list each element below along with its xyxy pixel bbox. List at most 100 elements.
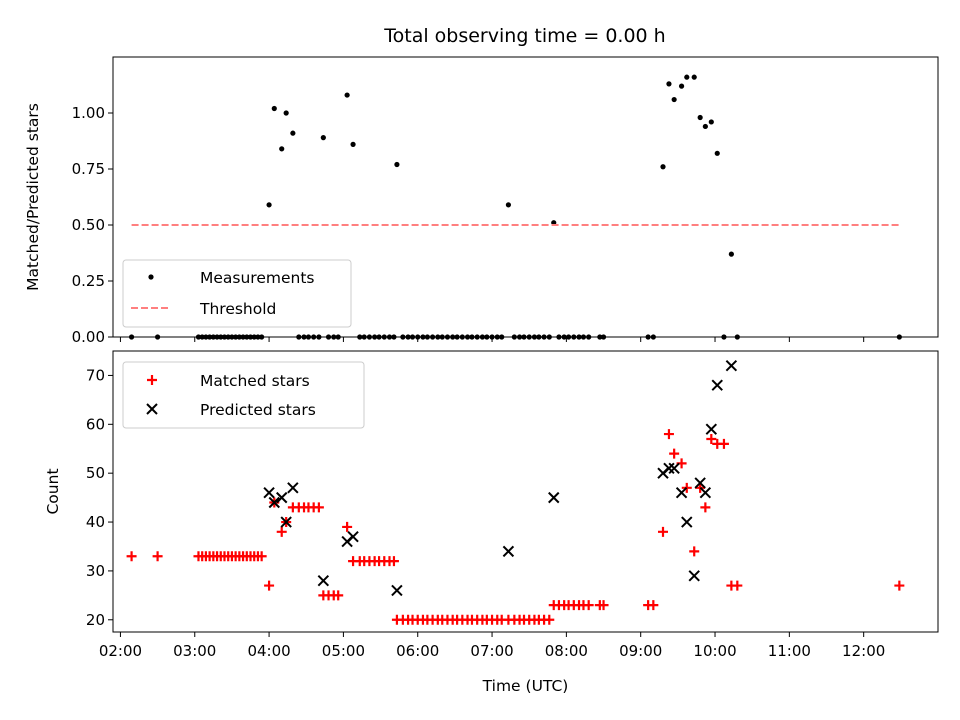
measurement-point — [708, 119, 714, 125]
measurement-point — [271, 105, 277, 112]
top-x-ticks — [119, 337, 865, 342]
measurement-point — [320, 135, 326, 141]
top-y-tick-label: 0.00 — [72, 328, 105, 346]
matched-star-marker — [313, 502, 324, 513]
measurement-point — [283, 110, 289, 116]
predicted-star-marker — [263, 487, 275, 499]
bottom-x-tick-label: 02:00 — [99, 642, 142, 660]
bottom-y-tick-label: 40 — [86, 513, 105, 531]
measurement-point — [666, 81, 672, 87]
predicted-star-marker — [705, 423, 718, 435]
matched-star-marker — [681, 482, 692, 493]
bottom-y-ticks: 20 30 40 50 60 70 — [86, 366, 113, 629]
matched-star-marker — [718, 438, 729, 449]
measurement-point — [684, 74, 690, 80]
bottom-y-tick-label: 50 — [86, 464, 105, 482]
top-plot-frame — [112, 56, 939, 338]
bottom-x-tick-label: 10:00 — [693, 642, 736, 660]
legend-matched-label: Matched stars — [200, 372, 310, 390]
predicted-star-marker — [675, 487, 688, 499]
matched-star-marker — [689, 546, 700, 557]
top-legend-box — [122, 259, 352, 328]
matched-star-marker — [333, 590, 344, 601]
bottom-x-tick-label: 08:00 — [545, 642, 588, 660]
bottom-y-tick-label: 30 — [86, 562, 105, 580]
measurement-point — [394, 161, 400, 168]
matched-star-marker — [544, 614, 555, 625]
predicted-star-marker — [548, 491, 560, 504]
matched-star-marker — [583, 600, 594, 611]
predicted-star-marker — [668, 462, 680, 474]
predicted-star-marker — [268, 496, 280, 509]
predicted-star-marker — [694, 477, 706, 489]
bottom-y-tick-label: 70 — [86, 366, 105, 384]
matched-star-marker — [669, 448, 680, 459]
bottom-x-tick-label: 07:00 — [470, 642, 513, 660]
predicted-star-marker — [663, 462, 675, 474]
matched-star-marker — [264, 580, 275, 591]
predicted-star-marker — [711, 379, 723, 391]
predicted-star-marker — [287, 482, 299, 494]
top-y-tick-label: 1.00 — [72, 104, 105, 122]
matched-star-marker — [732, 580, 743, 591]
bottom-legend: Matched stars Predicted stars — [122, 361, 365, 429]
predicted-star-marker — [725, 359, 738, 372]
matched-star-marker — [658, 526, 668, 537]
bottom-x-tick-label: 11:00 — [768, 642, 811, 660]
top-y-tick-label: 0.25 — [72, 272, 105, 290]
matched-star-marker — [388, 556, 399, 567]
predicted-star-marker — [280, 516, 292, 528]
top-y-tick-label: 0.50 — [72, 216, 105, 234]
predicted-star-marker — [276, 491, 288, 504]
legend-matched-marker — [147, 375, 157, 385]
bottom-y-tick-label: 60 — [86, 415, 105, 433]
matched-star-marker — [152, 551, 163, 562]
predicted-star-marker — [347, 530, 359, 543]
top-y-axis-label: Matched/Predicted stars — [24, 103, 42, 291]
predicted-star-marker — [317, 574, 330, 587]
matched-star-marker — [663, 429, 674, 440]
matched-star-marker — [700, 502, 711, 513]
matched-star-marker — [342, 521, 353, 532]
bottom-markers — [126, 359, 905, 625]
matched-star-marker — [126, 551, 137, 562]
legend-predicted-label: Predicted stars — [200, 401, 316, 419]
measurement-point — [279, 146, 285, 152]
bottom-x-tick-label: 04:00 — [247, 642, 290, 660]
bottom-x-tick-label: 12:00 — [842, 642, 885, 660]
bottom-legend-box — [122, 361, 365, 429]
measurement-point — [290, 130, 296, 136]
measurement-point — [671, 96, 677, 103]
predicted-star-marker — [681, 516, 693, 528]
bottom-y-axis-label: Count — [44, 468, 62, 514]
matched-star-marker — [648, 600, 659, 611]
legend-predicted-marker — [146, 403, 158, 415]
predicted-star-marker — [391, 584, 403, 597]
matched-star-marker — [894, 580, 905, 591]
chart-title: Total observing time = 0.00 h — [383, 25, 665, 47]
bottom-x-ticks: 02:00 03:00 04:00 05:00 06:00 07:00 08:00 09:00… — [99, 632, 885, 660]
top-y-ticks: 0.00 0.25 0.50 0.75 1.00 — [72, 104, 113, 346]
predicted-star-marker — [502, 545, 515, 558]
bottom-x-tick-label: 06:00 — [396, 642, 439, 660]
legend-measurements-label: Measurements — [200, 269, 315, 287]
measurement-point — [266, 202, 272, 208]
measurement-point — [714, 150, 720, 156]
bottom-panel: 20 30 40 50 60 70 02:00 03:00 04:00 05:00 06:00 07… — [44, 350, 939, 695]
bottom-x-tick-label: 05:00 — [322, 642, 365, 660]
bottom-y-tick-label: 20 — [86, 611, 105, 629]
top-legend: Measurements Threshold — [122, 259, 352, 328]
matched-star-marker — [276, 526, 287, 537]
measurement-point — [660, 164, 666, 170]
measurement-point — [728, 251, 734, 257]
bottom-x-tick-label: 09:00 — [619, 642, 662, 660]
top-y-tick-label: 0.75 — [72, 160, 105, 178]
matched-star-marker — [695, 482, 706, 493]
matched-star-marker — [706, 433, 717, 444]
measurement-point — [678, 83, 685, 89]
bottom-x-tick-label: 03:00 — [173, 642, 216, 660]
measurement-point — [702, 123, 708, 130]
measurement-point — [691, 74, 697, 80]
matched-star-marker — [256, 551, 267, 562]
